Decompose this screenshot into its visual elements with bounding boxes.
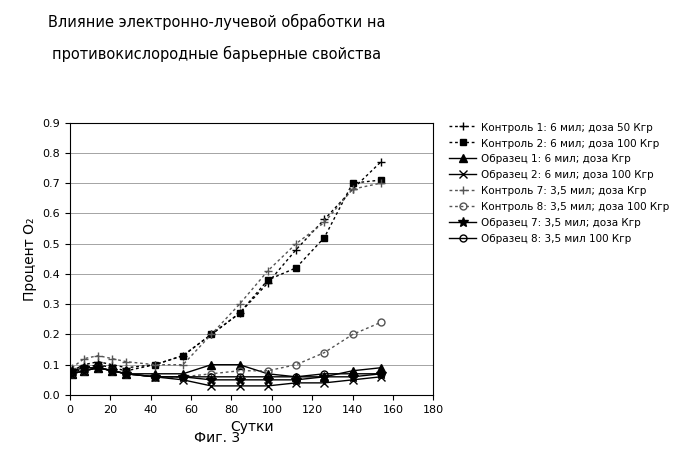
Text: Влияние электронно-лучевой обработки на: Влияние электронно-лучевой обработки на <box>48 14 385 30</box>
Text: противокислородные барьерные свойства: противокислородные барьерные свойства <box>52 45 381 62</box>
Y-axis label: Процент O₂: Процент O₂ <box>23 217 37 301</box>
Legend: Контроль 1: 6 мил; доза 50 Кгр, Контроль 2: 6 мил; доза 100 Кгр, Образец 1: 6 ми: Контроль 1: 6 мил; доза 50 Кгр, Контроль… <box>449 122 669 244</box>
X-axis label: Сутки: Сутки <box>230 420 273 434</box>
Text: Фиг. 3: Фиг. 3 <box>194 431 240 445</box>
